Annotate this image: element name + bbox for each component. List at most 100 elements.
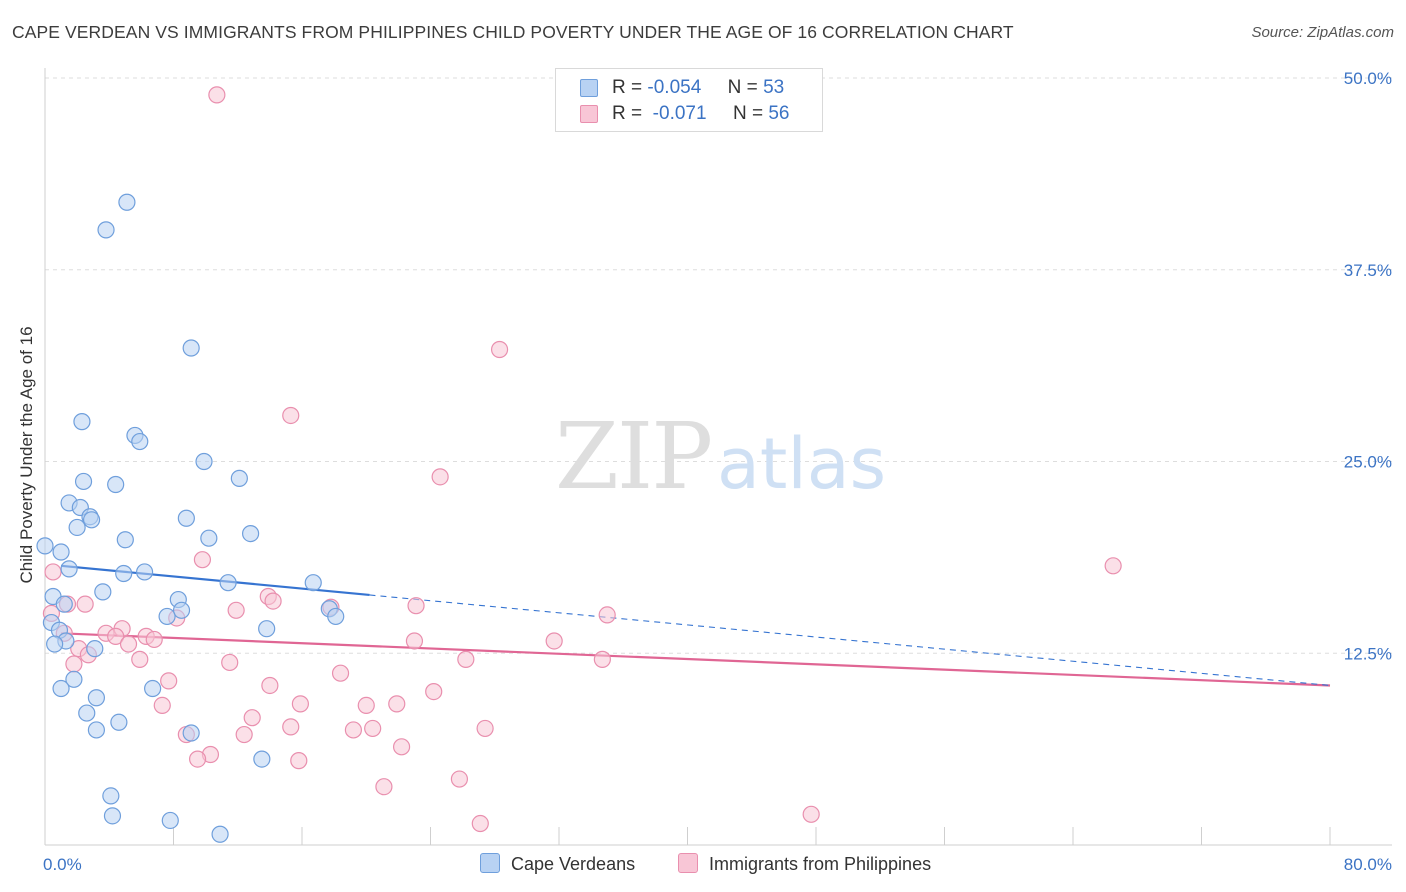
- y-tick-label: 25.0%: [1344, 453, 1392, 472]
- legend-r-label: R =: [612, 77, 643, 98]
- cape-verdean-point: [60, 560, 78, 578]
- philippines-point: [208, 86, 226, 104]
- cape-verdean-point: [52, 543, 70, 561]
- bottom-legend-swatch-blue: [480, 853, 500, 873]
- cape-verdean-point: [195, 452, 213, 471]
- philippines-point: [282, 406, 300, 425]
- philippines-point: [119, 635, 138, 653]
- philippines-point: [290, 752, 308, 770]
- x-tick-label: 0.0%: [43, 855, 82, 874]
- philippines-point: [107, 627, 125, 645]
- philippines-point: [476, 719, 494, 738]
- philippines-point: [407, 597, 425, 615]
- legend-n-label: N =: [727, 77, 758, 98]
- philippines-trend-line: [61, 632, 1331, 687]
- cape-verdean-point: [87, 721, 106, 739]
- axes: [44, 68, 1392, 846]
- cape-verdean-point: [177, 509, 195, 527]
- philippines-point: [388, 695, 406, 713]
- philippines-point: [450, 770, 469, 788]
- cape-verdean-point: [230, 469, 248, 487]
- cape-verdean-point: [258, 620, 276, 638]
- watermark: ZIP atlas: [555, 403, 886, 510]
- cape-verdean-point: [82, 511, 101, 529]
- cape-verdean-point: [103, 807, 122, 825]
- cape-verdean-point: [242, 524, 260, 543]
- cape-verdean-point: [110, 713, 128, 731]
- y-tick-label: 37.5%: [1344, 261, 1392, 280]
- grid-lines: [45, 77, 1392, 654]
- cape-verdean-point: [144, 679, 162, 698]
- legend-r-label: R =: [612, 103, 643, 124]
- y-tick-label: 50.0%: [1344, 69, 1392, 88]
- cape-verdean-point: [115, 564, 133, 583]
- cape-verdean-point: [97, 221, 115, 239]
- cape-verdean-trend-line: [60, 564, 370, 597]
- cape-verdean-point: [161, 811, 179, 830]
- cape-verdean-point: [327, 607, 345, 626]
- philippines-point: [1104, 557, 1122, 575]
- cape-verdean-point: [253, 750, 271, 768]
- philippines-point: [221, 653, 239, 672]
- trend-lines: [60, 564, 1331, 687]
- philippines-point: [593, 650, 611, 668]
- cape-verdean-point: [73, 413, 91, 431]
- cape-verdean-point: [74, 472, 93, 491]
- cape-verdean-point: [87, 689, 106, 707]
- cape-verdean-point: [94, 583, 112, 601]
- philippines-point: [65, 655, 83, 673]
- x-tick-label: 80.0%: [1344, 855, 1392, 874]
- legend-r-value: -0.071: [652, 103, 707, 124]
- cape-verdean-point: [200, 529, 218, 547]
- bottom-legend-swatch-pink: [678, 853, 698, 873]
- legend-n-value: 56: [768, 103, 790, 124]
- legend-n-value: 53: [763, 77, 785, 98]
- philippines-point: [431, 468, 449, 486]
- bottom-legend-label: Cape Verdeans: [511, 854, 636, 874]
- cape-verdean-trend-extension: [369, 594, 1331, 687]
- cape-verdean-point: [55, 595, 73, 613]
- source-credit: Source: ZipAtlas.com: [1251, 24, 1394, 41]
- cape-verdean-point: [52, 679, 70, 698]
- philippines-point: [243, 709, 261, 727]
- philippines-point: [188, 750, 207, 768]
- philippines-point: [331, 664, 350, 682]
- philippines-point: [227, 601, 245, 619]
- cape-verdean-point: [102, 787, 120, 805]
- philippines-point: [153, 696, 171, 715]
- bottom-legend-label: Immigrants from Philippines: [709, 854, 932, 874]
- philippines-point: [261, 676, 279, 695]
- correlation-legend: R = -0.054 N = 53 R = -0.071 N = 56: [555, 68, 823, 132]
- philippines-point: [457, 650, 475, 668]
- cape-verdean-point: [158, 607, 176, 626]
- philippines-point: [145, 630, 163, 649]
- cape-verdean-point: [182, 339, 200, 357]
- philippines-point: [131, 650, 149, 668]
- cape-verdean-point: [78, 704, 96, 722]
- cape-verdean-point: [304, 574, 322, 592]
- philippines-point: [235, 725, 253, 744]
- philippines-point: [392, 738, 411, 756]
- philippines-point: [344, 721, 362, 739]
- legend-swatch-blue: [580, 79, 598, 97]
- philippines-point: [160, 672, 178, 690]
- tick-labels: 12.5% 25.0% 37.5% 50.0% 0.0% 80.0%: [43, 69, 1392, 874]
- philippines-point: [405, 632, 424, 650]
- philippines-point: [598, 606, 616, 624]
- y-tick-label: 12.5%: [1344, 644, 1392, 663]
- philippines-point: [193, 551, 212, 569]
- cape-verdean-point: [36, 537, 54, 555]
- philippines-point: [802, 805, 820, 823]
- philippines-point: [264, 592, 282, 610]
- philippines-point: [490, 340, 509, 359]
- y-axis-label: Child Poverty Under the Age of 16: [17, 326, 36, 584]
- philippines-point: [282, 718, 300, 736]
- chart-title: CAPE VERDEAN VS IMMIGRANTS FROM PHILIPPI…: [12, 22, 1014, 42]
- cape-verdean-point: [107, 475, 125, 494]
- philippines-point: [375, 778, 393, 796]
- cape-verdean-point: [68, 518, 86, 537]
- cape-verdean-point: [116, 531, 134, 549]
- watermark-zip: ZIP: [555, 403, 711, 510]
- cape-verdean-point: [219, 574, 237, 592]
